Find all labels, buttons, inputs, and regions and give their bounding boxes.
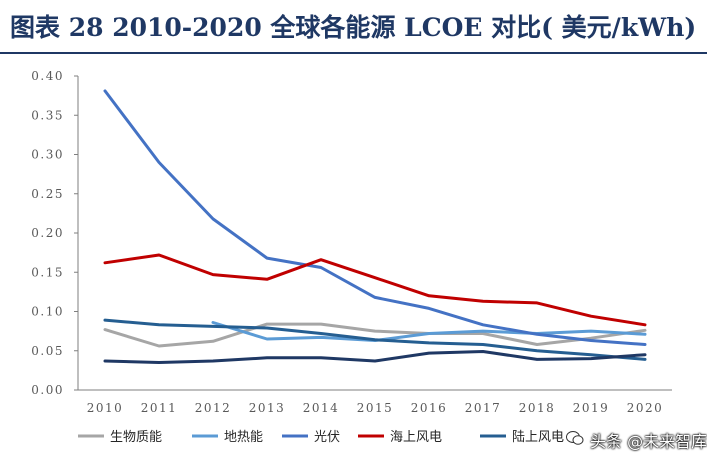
y-tick-label: 0.40 bbox=[31, 69, 64, 83]
series-line-2 bbox=[211, 321, 647, 342]
watermark-text: 头条 @未来智库 bbox=[590, 432, 707, 451]
y-tick-label: 0.25 bbox=[31, 187, 64, 201]
legend-label: 海上风电 bbox=[390, 430, 442, 445]
legend-label: 光伏 bbox=[314, 430, 340, 445]
y-tick-label: 0.00 bbox=[31, 383, 64, 397]
x-tick-label: 2013 bbox=[249, 401, 286, 415]
y-tick-label: 0.30 bbox=[31, 148, 64, 162]
legend-label: 地热能 bbox=[224, 430, 263, 445]
title-bar: 图表 28 2010-2020 全球各能源 LCOE 对比( 美元/kWh) bbox=[0, 0, 707, 54]
x-tick-label: 2014 bbox=[303, 401, 340, 415]
y-tick-label: 0.35 bbox=[31, 108, 64, 122]
y-tick-label: 0.20 bbox=[31, 226, 64, 240]
x-tick-label: 2011 bbox=[141, 401, 178, 415]
series-line-4 bbox=[103, 253, 647, 327]
legend-label: 陆上风电 bbox=[512, 429, 564, 445]
series-line-5 bbox=[103, 318, 647, 361]
series-line-6 bbox=[103, 350, 647, 364]
x-tick-label: 2019 bbox=[573, 401, 610, 415]
x-tick-label: 2016 bbox=[411, 401, 448, 415]
x-tick-label: 2020 bbox=[627, 401, 664, 415]
y-tick-label: 0.15 bbox=[31, 265, 64, 279]
x-tick-label: 2018 bbox=[519, 401, 556, 415]
y-tick-label: 0.10 bbox=[31, 305, 64, 319]
wechat-logo-icon bbox=[566, 431, 584, 445]
figure-title: 图表 28 2010-2020 全球各能源 LCOE 对比( 美元/kWh) bbox=[10, 13, 697, 42]
lcoe-line-chart: 0.00 0.05 0.10 0.15 0.20 0.25 0.30 0.35 0.40 2010… bbox=[31, 69, 672, 445]
x-tick-label: 2017 bbox=[465, 401, 502, 415]
x-tick-label: 2010 bbox=[87, 401, 124, 415]
chart-area: 0.00 0.05 0.10 0.15 0.20 0.25 0.30 0.35 0.40 2010… bbox=[0, 54, 707, 466]
x-tick-label: 2012 bbox=[195, 401, 232, 415]
series-line-1 bbox=[103, 322, 647, 348]
series-line-3 bbox=[103, 89, 647, 346]
legend-label: 生物质能 bbox=[110, 430, 162, 445]
y-tick-label: 0.05 bbox=[31, 344, 64, 358]
x-tick-label: 2015 bbox=[357, 401, 394, 415]
